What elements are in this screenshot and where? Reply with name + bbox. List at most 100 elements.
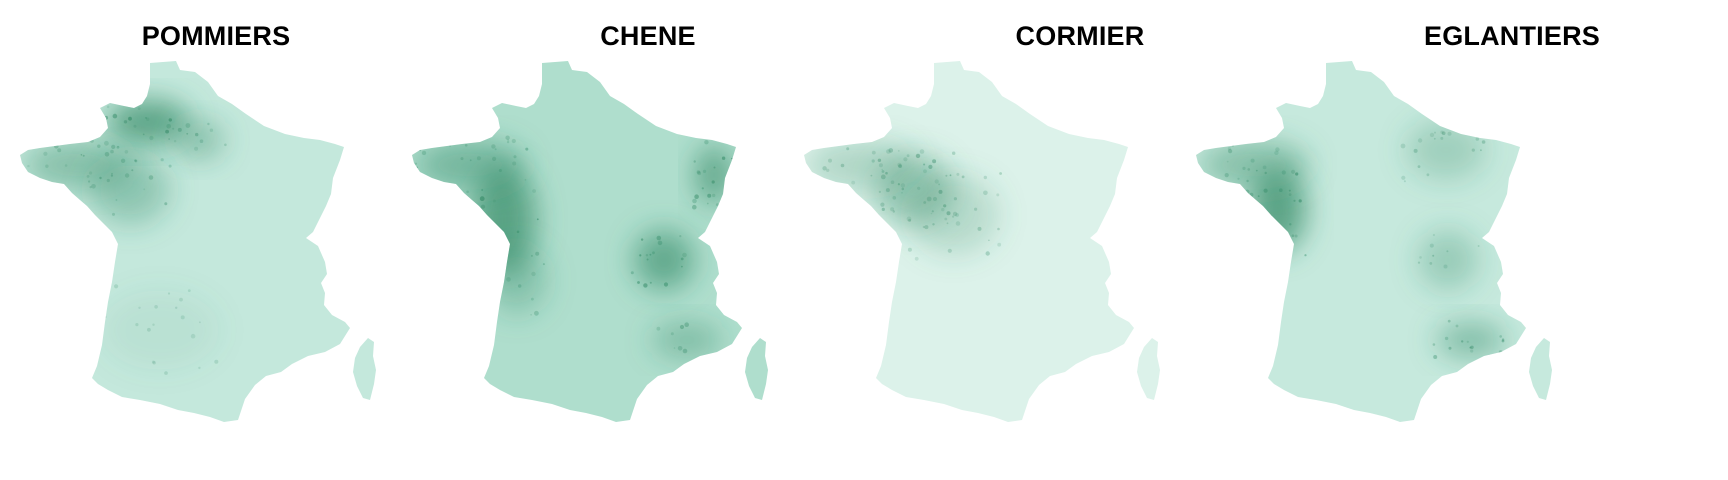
density-speck <box>870 224 875 230</box>
hotspot-bretagne <box>807 140 917 190</box>
density-speck <box>167 292 171 295</box>
density-speck <box>815 174 819 178</box>
density-speck <box>639 254 642 257</box>
density-speck <box>1429 262 1433 265</box>
density-speck <box>919 149 925 154</box>
hotspot-provence <box>1436 322 1506 358</box>
density-speck <box>892 210 895 213</box>
density-speck <box>1281 170 1286 175</box>
density-speck <box>542 263 545 266</box>
density-speck <box>1227 147 1231 151</box>
density-speck <box>116 145 120 149</box>
density-speck <box>152 361 156 365</box>
density-speck <box>421 150 427 156</box>
density-speck <box>467 202 472 206</box>
density-speck <box>885 171 888 175</box>
density-speck <box>82 154 85 157</box>
density-speck <box>1433 137 1436 140</box>
density-speck <box>481 189 484 191</box>
density-speck <box>1245 189 1250 194</box>
density-speck <box>932 159 937 164</box>
density-speck <box>643 283 648 288</box>
density-speck <box>152 323 155 326</box>
density-speck <box>684 322 689 328</box>
density-speck <box>64 164 68 167</box>
density-speck <box>1473 129 1475 131</box>
density-speck <box>1288 193 1292 197</box>
density-speck <box>511 138 516 144</box>
density-speck <box>997 242 1002 247</box>
density-speck <box>1469 346 1472 349</box>
density-speck <box>1237 177 1240 180</box>
density-speck <box>147 327 151 332</box>
density-speck <box>194 146 199 151</box>
density-speck <box>652 251 655 255</box>
density-speck <box>673 347 676 349</box>
density-speck <box>834 190 837 193</box>
density-speck <box>637 281 640 284</box>
density-speck <box>199 321 201 324</box>
density-speck <box>57 148 62 153</box>
density-speck <box>715 203 719 206</box>
density-speck <box>949 174 952 177</box>
density-speck <box>906 216 912 222</box>
hotspot-rhone-alpes <box>1418 230 1478 290</box>
density-speck <box>491 284 496 289</box>
density-speck <box>214 359 219 364</box>
density-speck <box>536 218 539 221</box>
density-speck <box>110 149 114 154</box>
density-speck <box>524 179 527 181</box>
density-speck <box>704 140 709 145</box>
density-speck <box>1295 172 1299 176</box>
density-speck <box>997 227 1000 231</box>
density-speck <box>707 193 712 198</box>
density-speck <box>491 144 496 149</box>
density-speck <box>952 211 958 217</box>
density-speck <box>86 175 90 178</box>
density-speck <box>931 210 934 213</box>
density-speck <box>1499 335 1502 338</box>
density-speck <box>180 315 185 320</box>
density-speck <box>938 189 943 194</box>
density-speck <box>151 360 155 364</box>
density-speck <box>692 198 697 204</box>
density-speck <box>89 171 93 175</box>
density-speck <box>133 124 137 128</box>
density-speck <box>947 248 952 253</box>
density-speck <box>822 166 827 171</box>
density-speck <box>88 180 91 183</box>
density-speck <box>209 128 214 132</box>
density-speck <box>656 326 661 331</box>
density-speck <box>1466 340 1469 343</box>
density-speck <box>1304 254 1307 257</box>
density-speck <box>535 251 540 256</box>
density-speck <box>952 215 955 218</box>
density-speck <box>476 156 481 161</box>
density-speck <box>680 257 684 261</box>
density-speck <box>1455 125 1458 128</box>
density-speck <box>149 135 154 141</box>
hotspot-pays-de-la-loire <box>90 155 170 225</box>
density-speck <box>1401 175 1406 180</box>
density-speck <box>901 192 903 194</box>
density-speck <box>881 168 883 171</box>
density-speck <box>983 190 988 196</box>
density-speck <box>134 159 137 162</box>
density-speck <box>480 204 486 209</box>
density-speck <box>166 124 171 129</box>
map-title-cormier: CORMIER <box>1015 21 1145 51</box>
density-speck <box>124 173 130 178</box>
density-speck <box>57 189 62 194</box>
density-speck <box>469 159 472 162</box>
density-speck <box>731 157 733 160</box>
france-mainland <box>1196 61 1526 422</box>
hotspot-rhone-alpes <box>634 230 694 290</box>
density-speck <box>506 277 511 282</box>
density-speck <box>826 168 830 172</box>
density-speck <box>512 161 517 166</box>
density-speck <box>195 132 199 137</box>
density-speck <box>506 140 510 144</box>
density-speck <box>810 176 813 179</box>
density-speck <box>1501 339 1505 343</box>
map-title-pommiers: POMMIERS <box>141 21 291 51</box>
